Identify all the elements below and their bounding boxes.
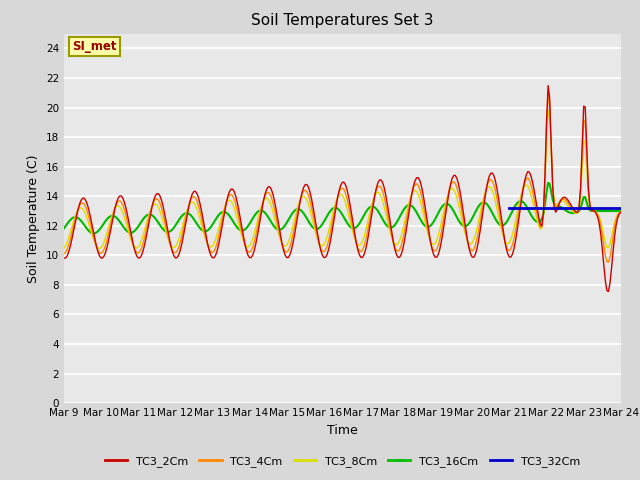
X-axis label: Time: Time: [327, 424, 358, 437]
Text: SI_met: SI_met: [72, 40, 117, 53]
Title: Soil Temperatures Set 3: Soil Temperatures Set 3: [251, 13, 434, 28]
Legend: TC3_2Cm, TC3_4Cm, TC3_8Cm, TC3_16Cm, TC3_32Cm: TC3_2Cm, TC3_4Cm, TC3_8Cm, TC3_16Cm, TC3…: [100, 452, 584, 471]
Y-axis label: Soil Temperature (C): Soil Temperature (C): [28, 154, 40, 283]
